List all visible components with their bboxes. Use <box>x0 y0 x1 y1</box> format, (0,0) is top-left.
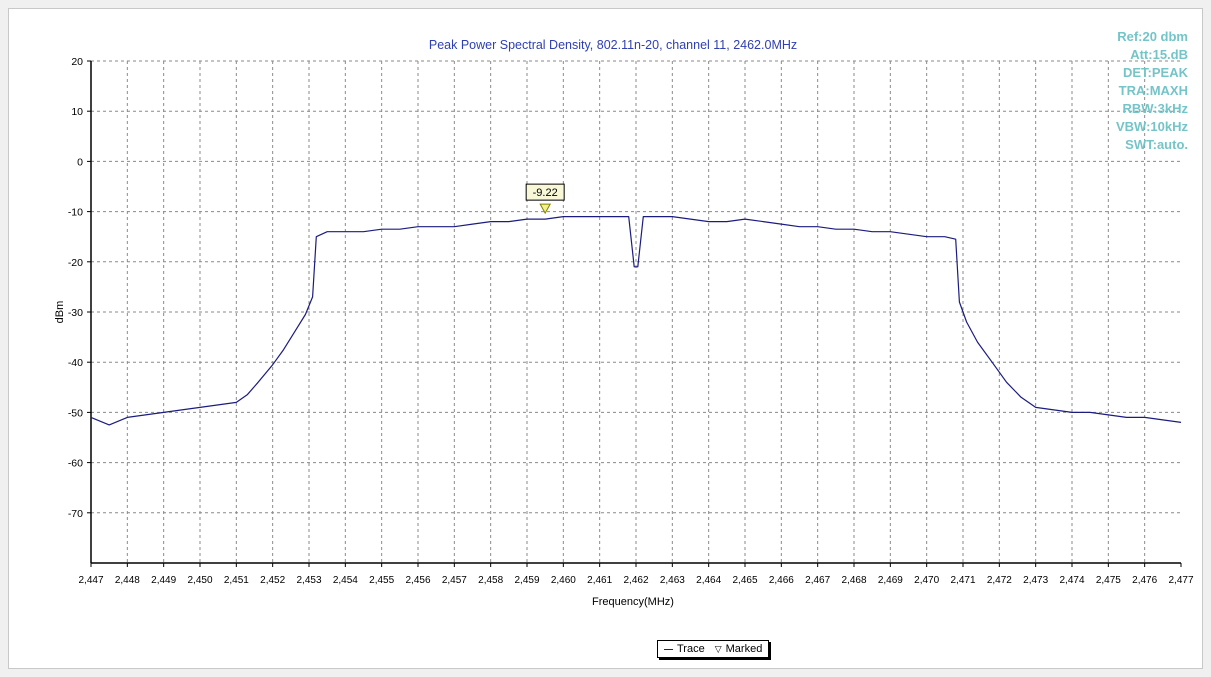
y-axis-label: dBm <box>54 301 66 324</box>
x-axis-label: Frequency(MHz) <box>592 596 674 608</box>
x-tick-label: 2,476 <box>1132 575 1157 586</box>
x-tick-label: 2,455 <box>369 575 394 586</box>
trace-mode-text: TRA:MAXH <box>1118 83 1188 98</box>
x-tick-label: 2,463 <box>660 575 685 586</box>
ref-level-text: Ref:20 dbm <box>1117 29 1188 44</box>
legend-trace-label: Trace <box>677 643 705 655</box>
x-tick-label: 2,454 <box>333 575 358 586</box>
marker-value-label: -9.22 <box>533 187 558 199</box>
x-tick-label: 2,461 <box>587 575 612 586</box>
series-line-trace <box>90 216 1182 426</box>
x-tick-label: 2,469 <box>878 575 903 586</box>
x-tick-label: 2,471 <box>950 575 975 586</box>
x-tick-label: 2,449 <box>151 575 176 586</box>
x-tick-label: 2,470 <box>914 575 939 586</box>
y-tick-label: 20 <box>71 56 83 68</box>
x-tick-labels: 2,447 2,448 2,449 2,450 2,451 2,452 2,453 2,454… <box>78 575 1193 586</box>
x-tick-label: 2,457 <box>442 575 467 586</box>
y-tick-label: -60 <box>68 458 83 470</box>
y-tick-label: -50 <box>68 407 83 419</box>
x-tick-label: 2,464 <box>696 575 721 586</box>
x-tick-label: 2,468 <box>841 575 866 586</box>
x-tick-label: 2,448 <box>115 575 140 586</box>
peak-marker[interactable]: -9.22 <box>525 183 565 215</box>
x-tick-label: 2,456 <box>405 575 430 586</box>
x-tick-label: 2,453 <box>296 575 321 586</box>
legend-item-marked[interactable]: ▽ Marked <box>715 643 763 655</box>
x-tick-label: 2,465 <box>732 575 757 586</box>
x-tick-label: 2,462 <box>623 575 648 586</box>
x-tick-label: 2,458 <box>478 575 503 586</box>
x-tick-label: 2,474 <box>1059 575 1084 586</box>
x-tick-label: 2,452 <box>260 575 285 586</box>
y-tick-label: -10 <box>68 207 83 219</box>
chart-title: Peak Power Spectral Density, 802.11n-20,… <box>429 38 797 52</box>
rbw-text: RBW:3kHz <box>1122 101 1189 116</box>
x-tick-label: 2,466 <box>769 575 794 586</box>
legend-marked-label: Marked <box>725 643 763 655</box>
vbw-text: VBW:10kHz <box>1115 119 1188 134</box>
trace-line-icon <box>664 648 673 650</box>
y-tick-label: -30 <box>68 307 83 319</box>
series-layer <box>90 216 1182 426</box>
y-tick-label: -70 <box>68 508 83 520</box>
x-tick-label: 2,477 <box>1168 575 1193 586</box>
chart-canvas: Peak Power Spectral Density, 802.11n-20,… <box>54 38 1194 608</box>
attenuation-text: Att:15.dB <box>1130 47 1188 62</box>
x-tick-label: 2,447 <box>78 575 103 586</box>
x-tick-label: 2,460 <box>551 575 576 586</box>
y-tick-labels: 20 10 0 -10 -20 -30 -40 -50 -60 -70 <box>68 56 83 520</box>
sweep-time-text: SWT:auto. <box>1125 137 1188 152</box>
marker-triangle-icon <box>539 203 552 215</box>
detector-text: DET:PEAK <box>1122 65 1188 80</box>
grid <box>91 60 1181 563</box>
x-tick-label: 2,459 <box>514 575 539 586</box>
x-tick-label: 2,450 <box>187 575 212 586</box>
chart-panel: Peak Power Spectral Density, 802.11n-20,… <box>8 8 1203 669</box>
y-tick-label: -40 <box>68 357 83 369</box>
x-tick-label: 2,472 <box>987 575 1012 586</box>
x-tick-label: 2,473 <box>1023 575 1048 586</box>
legend-item-trace[interactable]: Trace <box>664 643 705 655</box>
y-tick-label: 0 <box>77 156 83 168</box>
axes <box>87 60 1182 567</box>
y-tick-label: 10 <box>71 106 83 118</box>
triangle-down-icon: ▽ <box>714 643 722 654</box>
y-tick-label: -20 <box>68 257 83 269</box>
x-tick-label: 2,451 <box>224 575 249 586</box>
x-tick-label: 2,467 <box>805 575 830 586</box>
marker-value-box <box>525 183 565 201</box>
x-tick-label: 2,475 <box>1096 575 1121 586</box>
legend[interactable]: Trace ▽ Marked <box>657 640 770 658</box>
